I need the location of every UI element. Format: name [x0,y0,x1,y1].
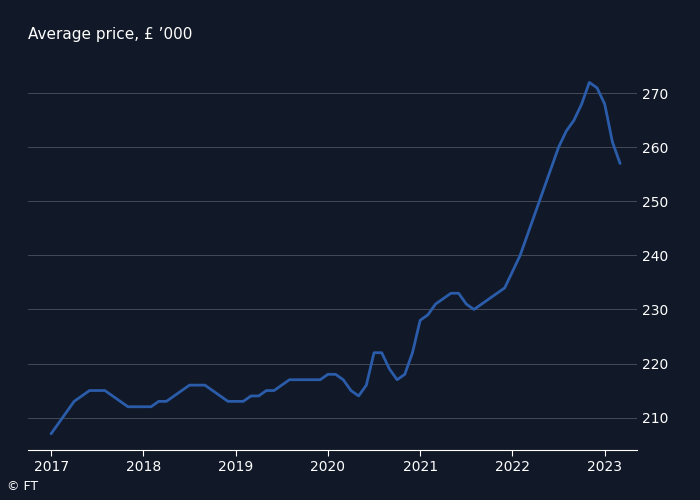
Text: © FT: © FT [7,480,38,492]
Text: Average price, £ ’000: Average price, £ ’000 [28,27,192,42]
